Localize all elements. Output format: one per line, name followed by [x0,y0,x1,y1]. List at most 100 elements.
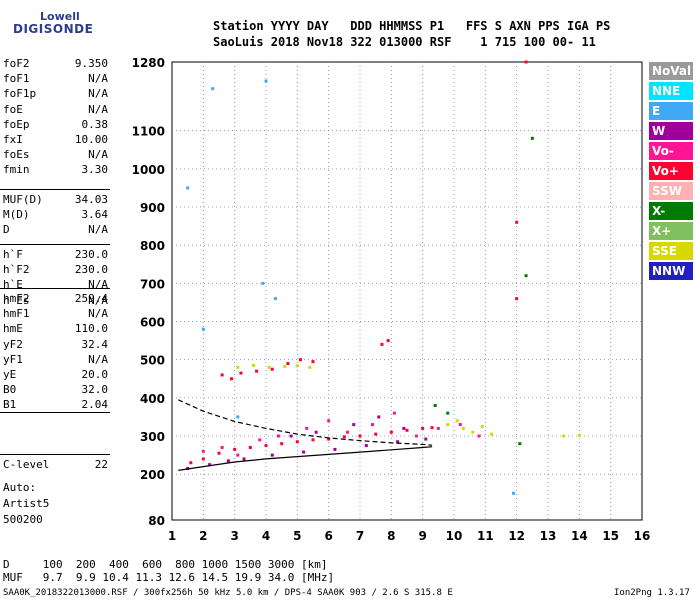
param-value: 0.38 [81,117,109,131]
legend-item: E [649,102,693,120]
param-separator [0,189,110,190]
clevel-row: C-level 22 [3,458,108,472]
param-separator [0,288,110,289]
x-tick-label: 1 [168,529,176,543]
data-point [430,426,434,430]
data-point [236,453,240,457]
x-tick-label: 6 [324,529,332,543]
data-point [358,434,362,438]
data-point [201,327,205,331]
param-row: fmin 3.30 [3,163,108,177]
data-point [236,415,240,419]
param-name: yE [3,368,17,381]
y-tick-label: 1100 [132,125,165,139]
footer-version: Ion2Png 1.3.17 [614,588,690,598]
y-tick-label: 200 [140,468,165,482]
data-point [396,440,400,444]
param-value: N/A [88,223,108,237]
logo-digisonde: DIGISONDE [13,22,94,36]
data-point [512,491,516,495]
param-row: MUF(D) 34.03 [3,193,108,207]
data-point [327,419,331,423]
y-tick-label: 80 [148,514,165,528]
param-row: h`F2 230.0 [3,263,108,277]
data-point [477,434,481,438]
y-tick-label: 1000 [132,163,165,177]
data-point [201,449,205,453]
data-point [371,423,375,427]
data-point [261,281,265,285]
data-point [577,433,581,437]
param-name: yF2 [3,337,23,351]
legend-item: X- [649,202,693,220]
distance-line: D 100 200 400 600 800 1000 1500 3000 [km… [3,558,328,571]
legend-item: SSE [649,242,693,260]
data-point [392,411,396,415]
param-name: h`F2 [3,263,30,277]
data-point [289,434,293,438]
data-point [524,60,528,64]
data-point [480,424,484,428]
data-point [217,451,221,455]
data-point [562,434,566,438]
data-point [273,297,277,301]
y-tick-label: 700 [140,277,165,291]
x-tick-label: 4 [262,529,270,543]
data-point [270,367,274,371]
legend-item: NNW [649,262,693,280]
param-row: yE 20.0 [3,368,108,382]
autoscale-info: 500200 [3,513,43,526]
x-tick-label: 16 [634,529,651,543]
data-point [264,79,268,83]
data-point [402,426,406,430]
param-name: hmF2 [3,292,30,305]
legend-item: W [649,122,693,140]
param-row: M(D) 3.64 [3,208,108,222]
data-point [267,365,271,369]
data-point [530,136,534,140]
data-point [458,423,462,427]
param-name: foF2 [3,57,30,70]
trace-line [178,446,433,471]
param-name: B1 [3,398,17,412]
param-separator [0,244,110,245]
legend-item: Vo- [649,142,693,160]
data-point [248,445,252,449]
header-line-1: Station YYYY DAY DDD HHMMSS P1 FFS S AXN… [213,19,611,33]
data-point [389,430,393,434]
param-row: foF1p N/A [3,87,108,101]
data-point [201,457,205,461]
x-tick-label: 15 [602,529,619,543]
data-point [405,428,409,432]
data-point [515,220,519,224]
param-row: foEp 0.38 [3,118,108,132]
param-value: 20.0 [81,368,109,381]
param-row: foE N/A [3,103,108,117]
y-tick-label: 300 [140,430,165,444]
header-line-2: SaoLuis 2018 Nov18 322 013000 RSF 1 715 … [213,35,596,49]
param-value: 34.03 [74,193,108,206]
data-point [255,369,259,373]
data-point [374,432,378,436]
data-point [286,362,290,366]
data-point [211,87,215,91]
param-value: 3.64 [81,208,109,222]
x-tick-label: 8 [387,529,395,543]
param-name: foF1p [3,87,37,101]
data-point [421,426,425,430]
data-point [490,432,494,436]
data-point [295,440,299,444]
param-name: D [3,223,10,237]
autoscale-info: Artist5 [3,497,50,510]
legend-item: SSW [649,182,693,200]
param-separator [0,412,110,413]
param-name: B0 [3,383,17,397]
y-tick-label: 900 [140,201,165,215]
data-point [424,437,428,441]
data-point [311,438,315,442]
param-row: foF1 N/A [3,72,108,86]
param-value: 2.04 [81,398,109,412]
y-tick-label: 1280 [132,56,165,70]
param-value: N/A [88,72,108,86]
x-tick-label: 9 [418,529,426,543]
